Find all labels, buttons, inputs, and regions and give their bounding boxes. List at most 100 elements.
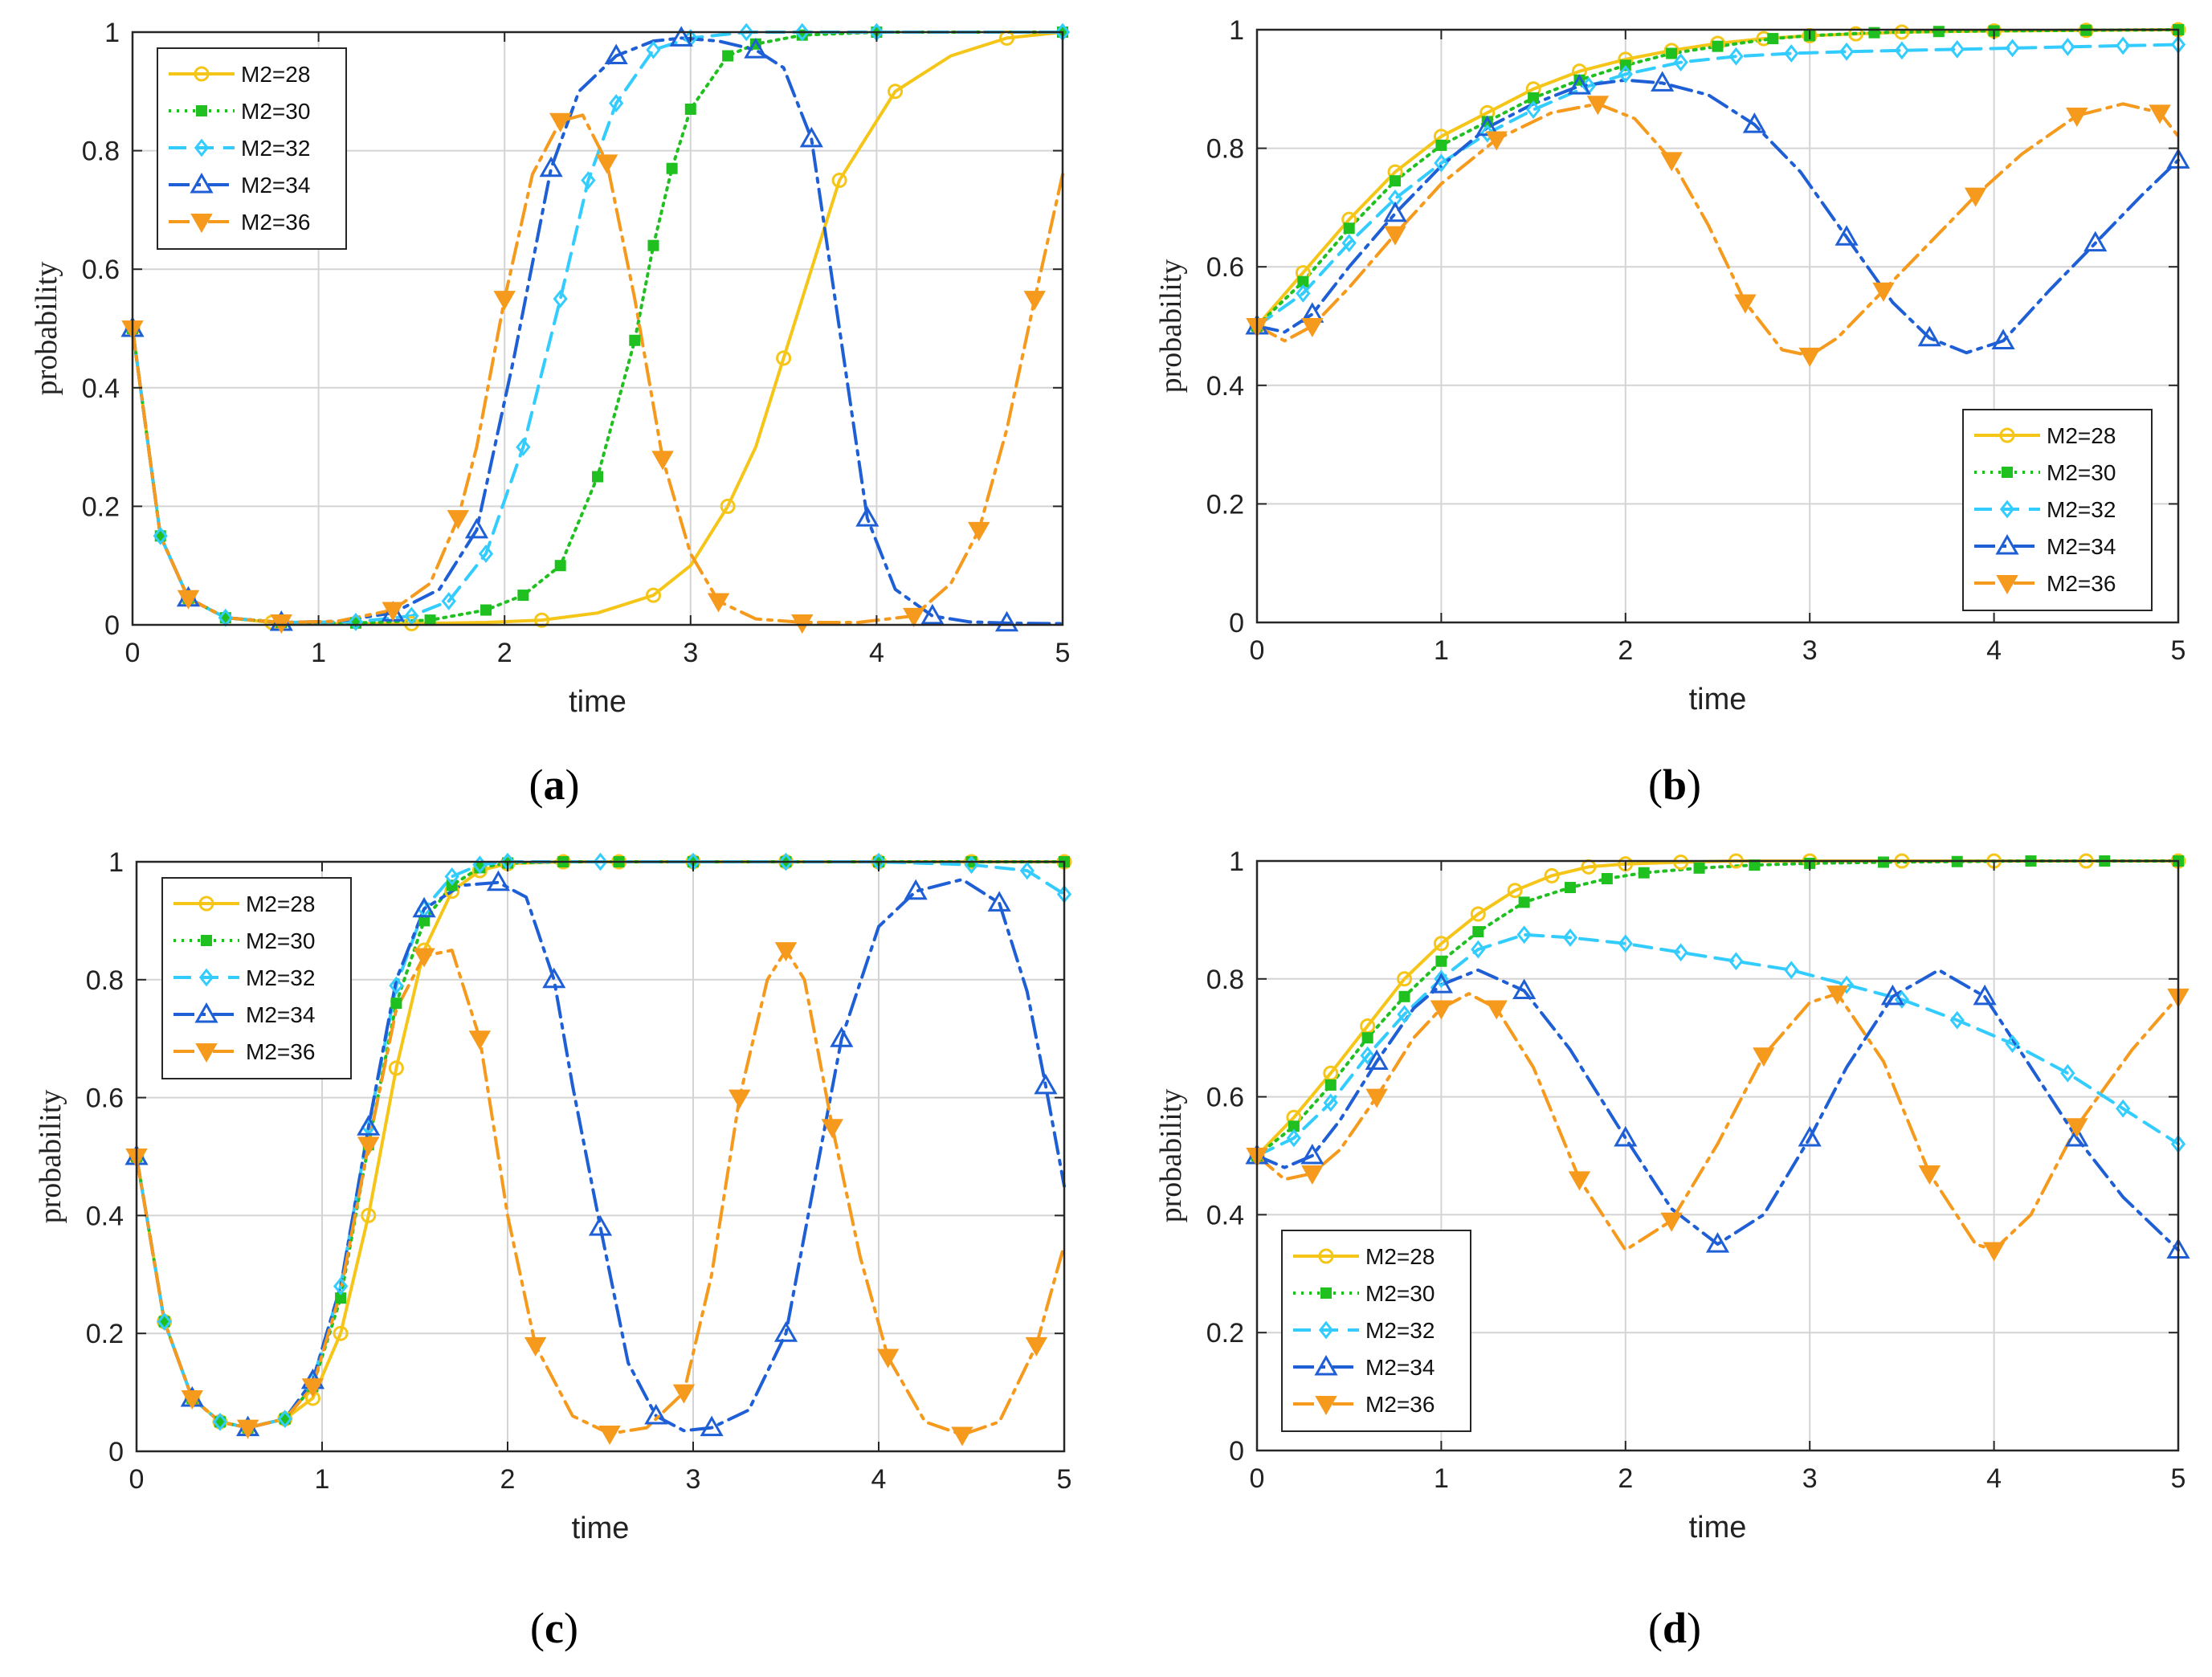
data-point: [1390, 175, 1402, 187]
data-point: [920, 603, 945, 625]
data-point: [1512, 978, 1537, 999]
legend-entry: M2=32: [241, 136, 310, 161]
data-point: [773, 1321, 798, 1342]
data-point: [1507, 883, 1523, 899]
x-tick-label: 0: [1250, 635, 1265, 666]
data-point: [684, 103, 696, 115]
data-point: [301, 1378, 324, 1398]
legend: M2=28 M2=30 M2=32 M2=34 M2=36: [161, 877, 352, 1079]
series-line-M2-34: [1255, 968, 2180, 1252]
data-point: [1296, 284, 1311, 303]
data-point: [553, 289, 568, 308]
data-point: [1839, 975, 1855, 994]
y-axis-label: probability: [34, 1090, 67, 1224]
x-tick-label: 0: [125, 638, 141, 668]
data-point: [1568, 1171, 1591, 1191]
data-point: [236, 1419, 259, 1439]
data-point: [2066, 108, 2088, 128]
data-point: [382, 602, 404, 622]
x-tick-label: 3: [1802, 635, 1818, 666]
data-point: [1666, 47, 1678, 59]
data-point: [1485, 131, 1508, 151]
data-point: [1712, 40, 1724, 52]
legend-marker: [1318, 1320, 1334, 1340]
legend-entry: M2=32: [246, 965, 315, 990]
series-line-M2-36: [1255, 102, 2180, 357]
y-tick-label: 0.2: [82, 492, 120, 522]
legend-entry: M2=28: [2047, 423, 2116, 448]
data-point: [1562, 928, 1578, 947]
data-point: [609, 94, 624, 112]
legend-box: [1281, 1230, 1471, 1432]
y-axis-label: probability: [1154, 1089, 1188, 1223]
data-point: [1397, 971, 1413, 987]
data-point: [1397, 1005, 1412, 1024]
legend-entry: M2=36: [2047, 571, 2116, 596]
data-point: [1365, 1088, 1388, 1108]
data-point: [672, 1384, 696, 1404]
data-point: [707, 593, 730, 613]
data-point: [277, 1410, 292, 1429]
y-tick-label: 1: [1229, 15, 1244, 46]
data-point: [534, 612, 550, 628]
legend-box: [1962, 409, 2153, 611]
data-point: [1728, 952, 1744, 971]
x-tick-label: 4: [1986, 635, 2002, 666]
panel-caption: (d): [1648, 1604, 1701, 1652]
x-tick-label: 1: [1434, 635, 1449, 666]
y-tick-label: 0.6: [86, 1083, 124, 1114]
data-point: [876, 1349, 900, 1369]
legend-entry: M2=30: [246, 928, 315, 953]
data-point: [516, 438, 531, 457]
data-point: [646, 40, 661, 59]
axes-box: [1255, 859, 2180, 1452]
data-point: [478, 545, 494, 563]
data-point: [412, 896, 436, 918]
legend-marker: [1999, 500, 2015, 519]
data-point: [2116, 36, 2131, 55]
data-point: [2066, 1118, 2088, 1138]
legend-entry: M2=30: [241, 99, 310, 124]
y-tick-label: 0: [1229, 608, 1244, 639]
data-point: [1429, 973, 1453, 994]
data-point: [1435, 955, 1447, 967]
legend-entry: M2=28: [241, 62, 310, 87]
data-point: [778, 852, 794, 871]
data-point: [2005, 39, 2020, 58]
data-point: [1618, 934, 1633, 953]
panel-caption: (b): [1648, 761, 1701, 809]
data-point: [728, 1089, 751, 1109]
data-point: [2083, 231, 2108, 252]
data-point: [464, 517, 489, 539]
y-tick-label: 0: [108, 1437, 124, 1467]
legend-marker: [198, 896, 214, 912]
data-point: [1471, 940, 1486, 959]
data-point: [2060, 38, 2075, 56]
data-point: [1434, 969, 1449, 989]
data-point: [776, 350, 792, 366]
data-point: [1673, 854, 1689, 870]
data-point: [987, 891, 1011, 912]
legend-marker: [190, 214, 213, 234]
y-tick-label: 0: [1229, 1436, 1244, 1467]
chart-panel-c: 0 1 2 3 4 5 0 0.2 0.4 0.6 0.8 1 time probability M2=28…: [34, 847, 1072, 1652]
data-point: [904, 879, 928, 900]
legend-marker: [1318, 1248, 1334, 1264]
legend-marker: [1996, 575, 2018, 595]
data-point: [1932, 26, 1945, 38]
x-tick-label: 2: [1618, 1463, 1633, 1494]
series-line-M2-32: [1255, 43, 2180, 328]
legend-entry: M2=34: [2047, 534, 2116, 559]
legend-entry: M2=36: [1365, 1392, 1435, 1417]
data-point: [1343, 222, 1355, 235]
legend-box: [161, 877, 352, 1079]
data-point: [1025, 1336, 1048, 1357]
data-point: [1917, 325, 1941, 347]
data-point: [388, 1060, 404, 1076]
data-point: [1479, 124, 1495, 143]
data-point: [1023, 291, 1046, 311]
x-tick-label: 3: [683, 638, 698, 668]
data-point: [181, 1389, 204, 1410]
x-tick-label: 2: [497, 638, 512, 668]
series-markers-M2-36: [121, 112, 1046, 634]
